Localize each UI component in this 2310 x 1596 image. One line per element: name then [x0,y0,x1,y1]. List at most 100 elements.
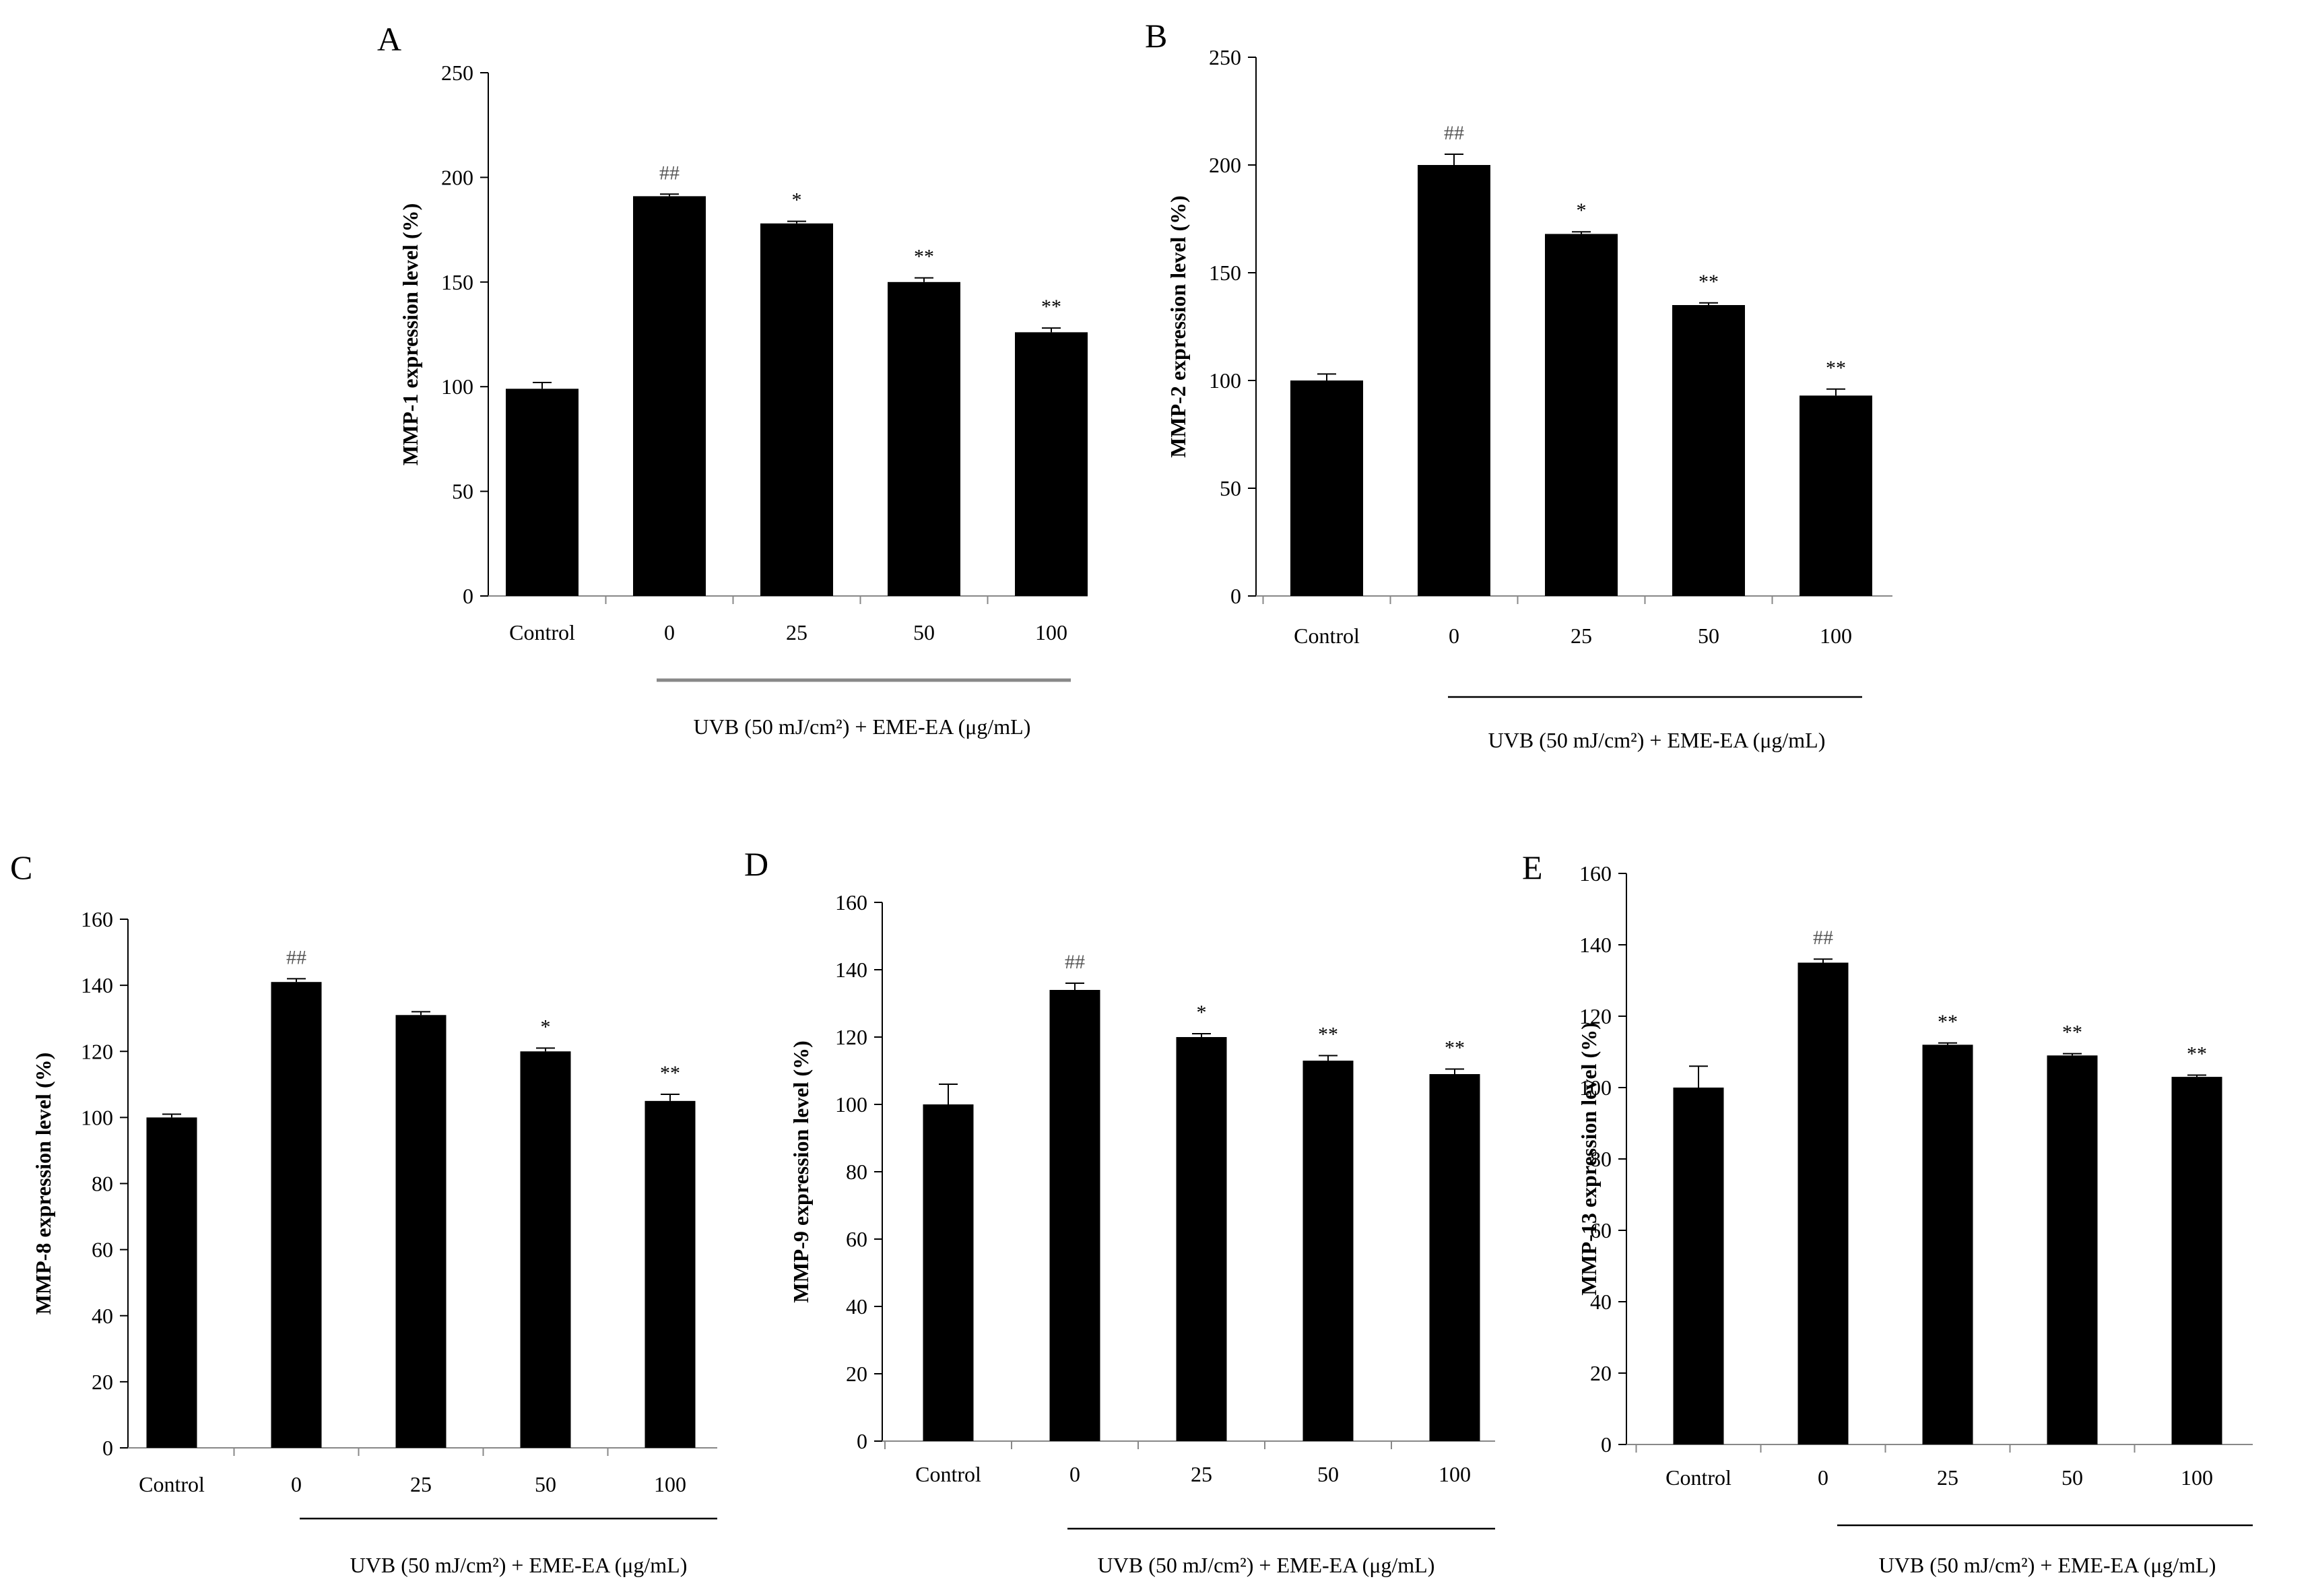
category-label: 25 [786,620,807,644]
y-axis-label: MMP-8 expression level (%) [31,1053,55,1315]
panel-letter: B [1145,17,1167,55]
bar [1797,962,1849,1444]
y-tick-label: 160 [81,907,113,931]
category-label: 50 [1698,624,1719,648]
category-label: 25 [1191,1462,1212,1486]
y-tick-label: 250 [441,61,473,85]
y-tick-label: 60 [1590,1218,1612,1242]
significance-mark: * [1577,199,1587,222]
y-tick-label: 120 [81,1039,113,1063]
y-tick-label: 250 [1209,45,1241,69]
significance-mark: ** [660,1062,680,1084]
y-tick-label: 40 [92,1304,113,1328]
category-label: 50 [913,620,935,644]
y-tick-label: 100 [1579,1075,1612,1100]
y-tick-label: 140 [1579,933,1612,957]
category-label: 100 [1035,620,1067,644]
significance-mark: ## [659,162,680,184]
category-label: 100 [654,1472,686,1496]
y-tick-label: 200 [1209,153,1241,177]
panel-letter: C [10,849,32,886]
significance-mark: ** [1698,271,1719,293]
y-tick-label: 160 [835,890,867,915]
category-label: Control [915,1462,981,1486]
bar [146,1117,197,1448]
category-label: 0 [664,620,675,644]
bar [271,982,322,1448]
bar [1800,395,1872,596]
significance-mark: * [792,189,802,211]
bar [1418,165,1490,596]
y-tick-label: 200 [441,165,473,189]
x-axis-label: UVB (50 mJ/cm²) + EME-EA (μg/mL) [1879,1553,2216,1577]
y-tick-label: 120 [1579,1004,1612,1028]
y-tick-label: 140 [835,958,867,982]
x-axis-label: UVB (50 mJ/cm²) + EME-EA (μg/mL) [694,714,1031,739]
category-label: 50 [1317,1462,1339,1486]
y-tick-label: 20 [846,1362,867,1386]
y-tick-label: 120 [835,1025,867,1049]
y-tick-label: 20 [1590,1361,1612,1385]
bar [760,223,833,596]
panel-letter: E [1522,849,1543,886]
panel-letter: A [377,20,401,58]
bar [633,196,706,596]
y-tick-label: 100 [1209,368,1241,393]
category-label: Control [139,1472,205,1496]
category-label: 100 [2181,1465,2213,1490]
panel-a: A 0 50 100 150 200 250 Control ## 0 * 25 ** 50 ** 100 UV… [377,20,1088,739]
bar [1049,990,1100,1441]
significance-mark: ## [286,946,306,968]
bar [1015,332,1088,596]
y-tick-label: 50 [452,479,473,504]
category-label: 50 [2061,1465,2083,1490]
y-axis-label: MMP-1 expression level (%) [398,203,422,466]
significance-mark: ** [2062,1022,2082,1044]
y-tick-label: 160 [1579,861,1612,886]
y-tick-label: 80 [92,1172,113,1196]
significance-mark: ## [1065,951,1085,973]
category-label: 0 [1818,1465,1828,1490]
bar [923,1104,974,1441]
y-tick-label: 20 [92,1370,113,1394]
bar [506,389,579,596]
significance-mark: ** [1318,1024,1338,1046]
category-label: 25 [1571,624,1592,648]
bar [2047,1055,2098,1444]
x-axis-label: UVB (50 mJ/cm²) + EME-EA (μg/mL) [1098,1553,1435,1577]
y-tick-label: 100 [81,1105,113,1129]
y-tick-label: 140 [81,973,113,997]
bar [1176,1037,1227,1441]
x-axis-label: UVB (50 mJ/cm²) + EME-EA (μg/mL) [1488,728,1826,752]
category-label: 25 [410,1472,432,1496]
x-axis-label: UVB (50 mJ/cm²) + EME-EA (μg/mL) [350,1553,688,1577]
significance-mark: ## [1813,927,1833,949]
y-tick-label: 40 [846,1294,867,1319]
y-tick-label: 60 [846,1227,867,1251]
panel-letter: D [744,845,768,883]
category-label: 25 [1937,1465,1958,1490]
category-label: 0 [291,1472,302,1496]
significance-mark: ** [1826,357,1846,379]
category-label: Control [509,620,575,644]
y-tick-label: 40 [1590,1290,1612,1314]
y-tick-label: 0 [463,584,473,608]
y-tick-label: 100 [835,1092,867,1117]
bar [1429,1074,1480,1441]
significance-mark: * [1197,1001,1207,1024]
y-tick-label: 80 [1590,1147,1612,1171]
panel-c: C 0 20 40 60 80 100 120 140 160 Control ## 0 25 * 50 ** 1… [10,849,717,1577]
significance-mark: * [541,1016,551,1038]
category-label: 100 [1439,1462,1471,1486]
significance-mark: ** [1445,1037,1465,1059]
bar [1545,234,1618,596]
category-label: 100 [1820,624,1852,648]
category-label: 0 [1069,1462,1080,1486]
category-label: 50 [535,1472,556,1496]
bar [1673,1088,1724,1444]
y-tick-label: 150 [1209,261,1241,285]
y-tick-label: 150 [441,270,473,294]
bar [888,281,960,596]
bar [520,1051,571,1448]
bar [1290,380,1363,596]
